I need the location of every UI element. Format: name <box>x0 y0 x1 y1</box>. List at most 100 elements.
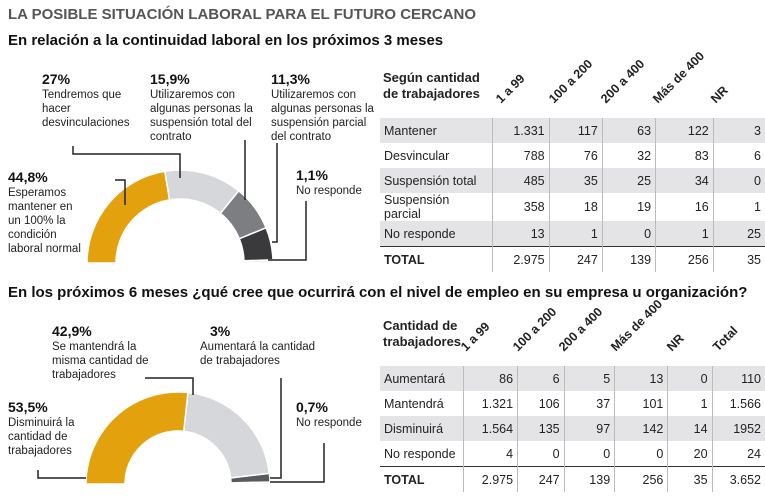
table-cell: 358 <box>492 193 550 221</box>
table-cell: 122 <box>655 118 714 143</box>
table-cell: 37 <box>563 391 615 416</box>
table-cell: 13 <box>614 366 668 391</box>
row-label: TOTAL <box>380 246 493 272</box>
table-cell: 256 <box>655 246 714 272</box>
chart2-slice-1 <box>182 391 271 479</box>
table-cell: 788 <box>492 143 550 168</box>
label-44-8: 44,8% Esperamos mantener en un 100% la co… <box>8 169 81 255</box>
table-cell: 32 <box>601 143 656 168</box>
table2: Aumentará 86 6 5 13 0 110 Mantendrá 1.321 106 37 10… <box>380 366 765 492</box>
table-cell: 1.321 <box>462 391 518 416</box>
table-cell: 485 <box>492 168 550 193</box>
table-cell: 0 <box>712 168 765 193</box>
chart1-slice-0 <box>86 170 171 264</box>
table-cell: 139 <box>563 466 615 492</box>
table-cell: 97 <box>563 416 615 441</box>
row-label: Mantendrá <box>384 396 444 411</box>
table-row: No responde 4 0 0 0 20 24 <box>380 441 765 467</box>
table-row: Suspensión total 485 35 25 34 0 <box>380 168 765 193</box>
table-row: Suspensión parcial 358 18 19 16 1 <box>380 193 765 221</box>
table-cell: 6 <box>712 143 765 168</box>
table-cell: 3 <box>712 118 765 143</box>
table-cell: 13 <box>492 221 550 247</box>
table-cell: 6 <box>517 366 565 391</box>
table1: Mantener 1.331 117 63 122 3 Desvincular 788 76 32… <box>380 118 765 272</box>
row-label: No responde <box>380 221 493 247</box>
label-27: 27% Tendremos que hacer desvinculaciones <box>42 71 130 129</box>
row-label: TOTAL <box>380 466 464 492</box>
table-cell: 117 <box>548 118 603 143</box>
table-cell: 247 <box>517 466 565 492</box>
table-cell: 1952 <box>711 416 765 441</box>
table-cell: 135 <box>517 416 565 441</box>
table2-caption: Cantidad de trabajadores <box>383 318 462 349</box>
table-cell: 0 <box>563 441 615 467</box>
label-53-5: 53,5% Disminuirá la cantidad de trabajado… <box>8 399 75 457</box>
table-cell: 247 <box>548 246 603 272</box>
leader-lines <box>37 140 325 483</box>
table-cell: 1 <box>548 221 603 247</box>
table-row: TOTAL 2.975 247 139 256 35 <box>380 246 765 272</box>
table-cell: 1.566 <box>711 391 765 416</box>
table-cell: 35 <box>667 466 713 492</box>
table-cell: 101 <box>614 391 668 416</box>
label-0-7: 0,7% No responde <box>296 399 362 429</box>
table-cell: 5 <box>563 366 615 391</box>
table-cell: 2.975 <box>462 466 518 492</box>
table-cell: 0 <box>614 441 668 467</box>
table-cell: 139 <box>601 246 656 272</box>
page-title: LA POSIBLE SITUACIÓN LABORAL PARA EL FUT… <box>8 6 477 23</box>
table-cell: 19 <box>601 193 656 221</box>
table-cell: 34 <box>655 168 714 193</box>
table-cell: 35 <box>548 168 603 193</box>
table-row: Aumentará 86 6 5 13 0 110 <box>380 366 765 391</box>
chart1-slice-1 <box>163 169 240 215</box>
table-cell: 0 <box>601 221 656 247</box>
table-cell: 106 <box>517 391 565 416</box>
chart1-subtitle: En relación a la continuidad laboral en … <box>8 32 444 49</box>
table-row: Disminuirá 1.564 135 97 142 14 1952 <box>380 416 765 441</box>
table-cell: 86 <box>462 366 518 391</box>
row-label: Suspensión total <box>380 168 493 193</box>
table-row: Mantendrá 1.321 106 37 101 1 1.566 <box>380 391 765 416</box>
table-cell: 18 <box>548 193 603 221</box>
table-cell: 256 <box>614 466 668 492</box>
table-cell: 76 <box>548 143 603 168</box>
table-cell: 110 <box>711 366 765 391</box>
table-cell: 25 <box>712 221 765 247</box>
label-1-1: 1,1% No responde <box>296 167 362 197</box>
table-cell: 142 <box>614 416 668 441</box>
table-cell: 16 <box>655 193 714 221</box>
chart2-subtitle: En los próximos 6 meses ¿qué cree que oc… <box>8 284 748 301</box>
table-row: Mantener 1.331 117 63 122 3 <box>380 118 765 143</box>
table-row: Desvincular 788 76 32 83 6 <box>380 143 765 168</box>
label-11-3: 11,3% Utilizaremos con algunas personas l… <box>271 71 374 143</box>
table-cell: 63 <box>601 118 656 143</box>
table-cell: 83 <box>655 143 714 168</box>
table-cell: 14 <box>667 416 713 441</box>
table1-caption: Según cantidad de trabajadores <box>383 70 480 101</box>
table-cell: 1.564 <box>462 416 518 441</box>
label-3: 3% Aumentará la cantidad de trabajadores <box>200 323 316 367</box>
table-cell: 35 <box>712 246 765 272</box>
table-cell: 4 <box>462 441 518 467</box>
row-label: Desvincular <box>384 148 450 163</box>
table-cell: 1.331 <box>492 118 550 143</box>
table-row: No responde 13 1 0 1 25 <box>380 221 765 247</box>
table-cell: 20 <box>667 441 713 467</box>
label-42-9: 42,9% Se mantendrá la misma cantidad de t… <box>52 323 149 381</box>
chart1-slice-2 <box>219 189 268 240</box>
row-label: Aumentará <box>380 366 464 391</box>
table-cell: 1 <box>712 193 765 221</box>
row-label: Mantener <box>380 118 493 143</box>
row-label: Suspensión parcial <box>384 193 450 221</box>
table-cell: 1 <box>667 391 713 416</box>
table-cell: 3.652 <box>711 466 765 492</box>
table-cell: 24 <box>711 441 765 467</box>
row-label: No responde <box>384 446 456 461</box>
label-15-9: 15,9% Utilizaremos con algunas personas l… <box>150 71 253 143</box>
table-cell: 0 <box>667 366 713 391</box>
table-cell: 0 <box>517 441 565 467</box>
table-cell: 1 <box>655 221 714 247</box>
